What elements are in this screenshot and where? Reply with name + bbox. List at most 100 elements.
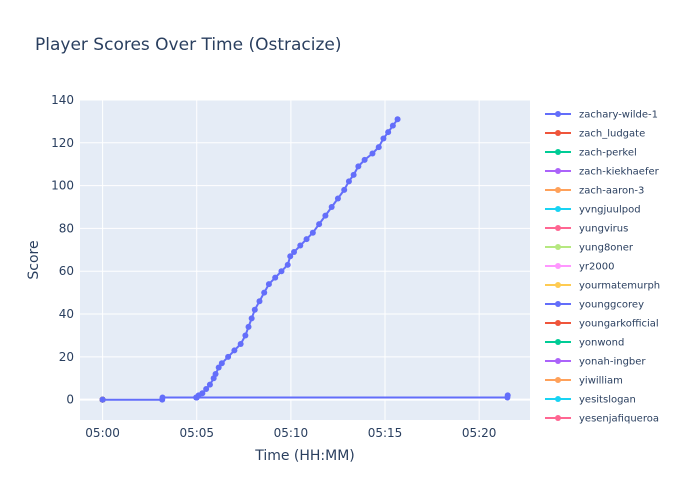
x-tick-label: 05:05 <box>179 426 214 440</box>
data-point <box>206 381 213 388</box>
data-point <box>218 360 225 367</box>
legend-item-younggcorey[interactable]: younggcorey <box>545 300 644 311</box>
data-point <box>256 298 263 305</box>
data-point <box>309 229 316 236</box>
y-axis-title: Score <box>26 240 42 279</box>
legend-label: yungvirus <box>579 224 628 235</box>
legend-label: yung8oner <box>579 243 634 254</box>
legend-marker <box>555 339 561 345</box>
legend-label: younggcorey <box>579 300 644 311</box>
y-tick-label: 140 <box>51 93 74 107</box>
legend-label: yr2000 <box>579 262 614 273</box>
legend-marker <box>555 149 561 155</box>
legend-item-zach-kiekhaefer[interactable]: zach-kiekhaefer <box>545 167 660 178</box>
data-point <box>375 144 382 151</box>
legend-marker <box>555 187 561 193</box>
data-point <box>99 396 106 403</box>
legend-item-zach_ludgate[interactable]: zach_ludgate <box>545 129 645 140</box>
legend-label: zachary-wilde-1 <box>579 110 658 121</box>
legend-label: youngarkofficial <box>579 319 659 330</box>
data-point <box>345 178 352 185</box>
legend-item-yourmatemurph[interactable]: yourmatemurph <box>545 281 660 292</box>
axis-layer: 0 20 40 60 80 100 120 140 05:00 05:05 05:10 05:15 05… <box>51 93 496 440</box>
legend-item-zach-aaron-3[interactable]: zach-aaron-3 <box>545 186 644 197</box>
legend-label: yonwond <box>579 338 624 349</box>
legend-marker <box>555 263 561 269</box>
data-point <box>272 274 279 281</box>
data-point <box>212 370 219 377</box>
y-tick-label: 120 <box>51 136 74 150</box>
data-point <box>242 332 249 339</box>
plot-background <box>80 100 530 420</box>
grid-layer <box>80 99 530 420</box>
data-point <box>291 248 298 255</box>
legend-item-youngarkofficial[interactable]: youngarkofficial <box>545 319 659 330</box>
legend-item-zach-perkel[interactable]: zach-perkel <box>545 148 637 159</box>
data-point <box>385 129 392 136</box>
data-point <box>251 306 258 313</box>
data-point <box>265 281 272 288</box>
chart-title: Player Scores Over Time (Ostracize) <box>35 35 342 55</box>
legend-marker <box>555 206 561 212</box>
data-point <box>328 204 335 211</box>
data-point <box>361 156 368 163</box>
legend-item-zachary-wilde-1[interactable]: zachary-wilde-1 <box>545 110 658 121</box>
legend-label: yvngjuulpod <box>579 205 641 216</box>
legend-item-yungvirus[interactable]: yungvirus <box>545 224 628 235</box>
legend-marker <box>555 320 561 326</box>
data-point <box>284 261 291 268</box>
legend-marker <box>555 168 561 174</box>
legend-item-yr2000[interactable]: yr2000 <box>545 262 614 273</box>
data-point <box>215 364 222 371</box>
y-tick-label: 100 <box>51 179 74 193</box>
legend-marker <box>555 282 561 288</box>
data-point <box>287 253 294 260</box>
legend[interactable]: zachary-wilde-1 zach_ludgate zach-perkel za… <box>545 110 660 425</box>
legend-item-yvngjuulpod[interactable]: yvngjuulpod <box>545 205 641 216</box>
legend-item-yung8oner[interactable]: yung8oner <box>545 243 634 254</box>
legend-label: yesenjafiqueroa <box>579 414 659 425</box>
legend-item-yesitslogan[interactable]: yesitslogan <box>545 395 636 406</box>
legend-item-yonah-ingber[interactable]: yonah-ingber <box>545 357 646 368</box>
legend-marker <box>555 244 561 250</box>
y-tick-label: 80 <box>59 221 74 235</box>
legend-item-yiwilliam[interactable]: yiwilliam <box>545 376 623 387</box>
legend-marker <box>555 358 561 364</box>
legend-label: zach-perkel <box>579 148 637 159</box>
x-axis-title: Time (HH:MM) <box>254 448 355 464</box>
y-tick-label: 40 <box>59 307 74 321</box>
legend-marker <box>555 225 561 231</box>
legend-marker <box>555 301 561 307</box>
x-tick-label: 05:15 <box>368 426 403 440</box>
data-point <box>322 212 329 219</box>
data-point <box>355 163 362 170</box>
data-point <box>316 221 323 228</box>
data-point <box>193 394 200 401</box>
data-point <box>159 394 166 401</box>
series-layer <box>99 116 511 403</box>
legend-label: zach-aaron-3 <box>579 186 644 197</box>
data-point <box>248 315 255 322</box>
data-point <box>225 353 232 360</box>
legend-item-yonwond[interactable]: yonwond <box>545 338 624 349</box>
data-point <box>380 135 387 142</box>
data-point <box>394 116 401 123</box>
y-tick-label: 0 <box>66 393 74 407</box>
legend-label: zach-kiekhaefer <box>579 167 660 178</box>
legend-marker <box>555 415 561 421</box>
legend-item-yesenjafiqueroa[interactable]: yesenjafiqueroa <box>545 414 659 425</box>
y-tick-label: 20 <box>59 350 74 364</box>
legend-label: yiwilliam <box>579 376 623 387</box>
legend-label: zach_ludgate <box>579 129 645 140</box>
data-point <box>389 122 396 129</box>
legend-label: yourmatemurph <box>579 281 660 292</box>
data-point <box>504 392 511 399</box>
legend-marker <box>555 130 561 136</box>
x-tick-label: 05:10 <box>274 426 309 440</box>
series-zachary-wilde-1 <box>99 116 511 403</box>
data-point <box>278 268 285 275</box>
legend-marker <box>555 396 561 402</box>
data-point <box>334 195 341 202</box>
y-tick-label: 60 <box>59 264 74 278</box>
